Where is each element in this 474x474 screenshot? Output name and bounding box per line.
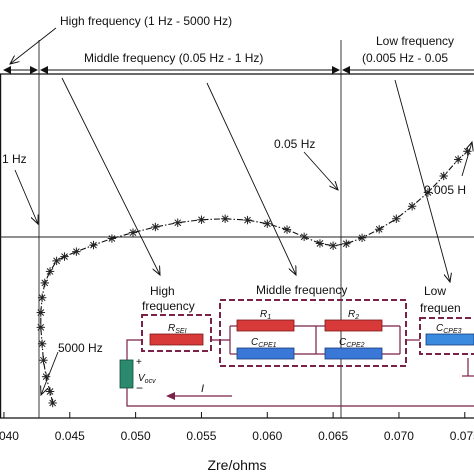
data-point bbox=[107, 234, 117, 243]
r-sei-label: RSEI bbox=[168, 323, 187, 335]
f-1hz-pointer bbox=[14, 169, 38, 224]
low-freq-circuit-label-2: frequen bbox=[420, 301, 461, 315]
c2-label: CCPE2 bbox=[339, 337, 365, 349]
middle-freq-circuit-label: Middle frequency bbox=[256, 283, 347, 297]
data-point bbox=[40, 278, 49, 288]
data-point bbox=[41, 372, 51, 381]
low-range-label-line2: (0.005 Hz - 0.05 bbox=[362, 51, 448, 65]
data-point bbox=[299, 232, 309, 242]
high-label-pointer bbox=[10, 27, 57, 64]
low-freq-circuit-label-1: Low bbox=[424, 284, 446, 298]
impedance-markers bbox=[36, 147, 472, 408]
f-0005hz-label: 0.005 H bbox=[424, 183, 466, 197]
c-cpe1 bbox=[236, 347, 295, 360]
c-cpe3 bbox=[425, 333, 474, 346]
x-axis-ticks: 0.040 0.045 0.050 0.055 0.060 0.065 0.070 0.075 bbox=[0, 412, 474, 443]
source-plus-sign: + bbox=[136, 357, 142, 368]
data-point bbox=[392, 214, 401, 223]
data-point bbox=[60, 252, 69, 261]
x-tick-label: 0.070 bbox=[384, 429, 414, 443]
data-point bbox=[454, 155, 463, 164]
f-5000hz-pointer bbox=[41, 351, 59, 395]
data-point bbox=[375, 225, 384, 234]
source-minus-sign: − bbox=[136, 381, 143, 395]
x-tick-label: 0.040 bbox=[0, 429, 19, 443]
x-tick-label: 0.055 bbox=[186, 429, 216, 443]
middle-circuit-pointer bbox=[206, 82, 296, 275]
low-freq-box bbox=[419, 317, 474, 355]
c3-label: CCPE3 bbox=[436, 323, 462, 335]
voltage-source bbox=[119, 359, 134, 389]
data-point bbox=[48, 398, 57, 408]
high-freq-circuit-label-2: frequency bbox=[142, 299, 195, 313]
r2-label: R2 bbox=[348, 309, 359, 321]
high-circuit-pointer bbox=[61, 77, 160, 275]
r2-resistor bbox=[324, 319, 383, 332]
data-point bbox=[89, 240, 98, 250]
low-range-label-line1: Low frequency bbox=[376, 34, 454, 48]
f-005hz-pointer bbox=[303, 151, 338, 190]
high-freq-circuit-label-1: High bbox=[150, 284, 175, 298]
f-0005hz-pointer bbox=[461, 142, 472, 177]
data-point bbox=[423, 188, 433, 197]
data-point bbox=[52, 256, 61, 266]
data-point bbox=[37, 339, 47, 348]
data-point bbox=[39, 356, 48, 365]
data-point bbox=[151, 222, 160, 232]
c1-label: CCPE1 bbox=[251, 337, 277, 349]
r1-resistor bbox=[236, 319, 295, 332]
x-tick-label: 0.065 bbox=[318, 429, 348, 443]
data-point bbox=[342, 239, 351, 248]
data-point bbox=[315, 239, 325, 248]
data-point bbox=[439, 171, 448, 181]
x-tick-label: 0.045 bbox=[55, 429, 85, 443]
circuit-wire-bottom bbox=[126, 388, 474, 407]
current-arrowhead bbox=[166, 392, 175, 400]
v-ocv-label: Vocv bbox=[138, 373, 156, 385]
data-point bbox=[407, 202, 417, 211]
data-point bbox=[45, 387, 55, 396]
data-point bbox=[36, 308, 46, 317]
data-point bbox=[37, 293, 47, 302]
data-point bbox=[173, 218, 182, 227]
c-cpe2 bbox=[324, 347, 383, 360]
equivalent-circuit: + − High frequency Middle frequency Low … bbox=[119, 283, 474, 407]
middle-range-label: Middle frequency (0.05 Hz - 1 Hz) bbox=[84, 51, 263, 65]
data-point bbox=[463, 147, 472, 156]
f-005hz-label: 0.05 Hz bbox=[274, 137, 315, 151]
circuit-wire-top-left bbox=[126, 339, 142, 360]
data-point bbox=[128, 228, 138, 237]
current-label: I bbox=[201, 383, 204, 395]
data-point bbox=[328, 241, 338, 250]
data-point bbox=[282, 225, 292, 234]
low-circuit-pointer bbox=[394, 79, 450, 282]
f-1hz-label: 1 Hz bbox=[2, 152, 27, 166]
x-tick-label: 0.050 bbox=[121, 429, 151, 443]
data-point bbox=[357, 233, 367, 243]
data-point bbox=[243, 215, 252, 225]
f-5000hz-label: 5000 Hz bbox=[58, 341, 103, 355]
data-point bbox=[263, 219, 272, 228]
data-point bbox=[36, 323, 46, 332]
high-freq-box bbox=[141, 314, 212, 352]
data-point bbox=[72, 247, 81, 256]
x-tick-label: 0.060 bbox=[252, 429, 282, 443]
data-point bbox=[45, 267, 55, 276]
data-point bbox=[197, 215, 206, 224]
high-range-label: High frequency (1 Hz - 5000 Hz) bbox=[60, 14, 232, 28]
x-tick-label: 0.075 bbox=[450, 429, 474, 443]
x-axis-label: Zre/ohms bbox=[207, 457, 266, 473]
r-sei-resistor bbox=[149, 333, 204, 346]
r1-label: R1 bbox=[260, 309, 271, 321]
data-point bbox=[220, 214, 230, 223]
middle-freq-box bbox=[219, 299, 407, 367]
